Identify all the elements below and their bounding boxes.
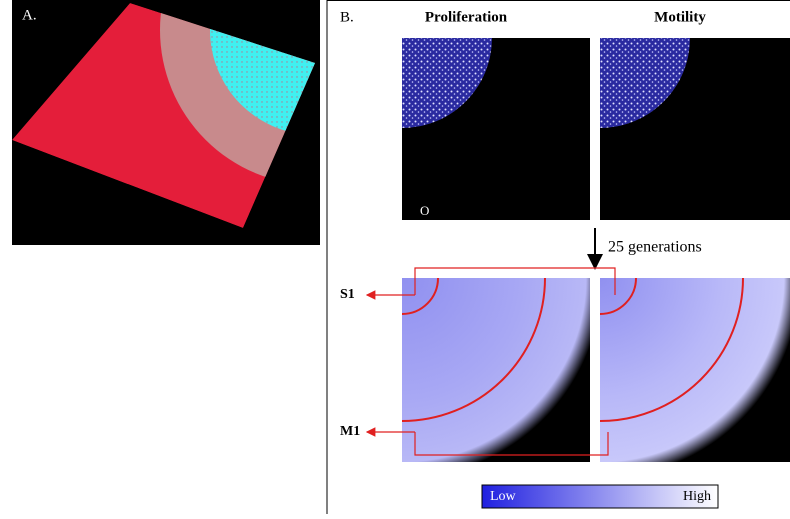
figure: A. B. Proliferation Motility O 25 genera… bbox=[0, 0, 790, 514]
panel-label: A. bbox=[22, 7, 37, 23]
colorbar-label: Low bbox=[490, 489, 517, 504]
panel-label: B. bbox=[340, 9, 354, 25]
column-title: Proliferation bbox=[425, 9, 508, 25]
transition-label: 25 generations bbox=[608, 239, 702, 256]
region-label: M1 bbox=[340, 424, 360, 439]
column-title: Motility bbox=[654, 9, 706, 25]
origin-label: O bbox=[420, 203, 429, 218]
colorbar-label: High bbox=[683, 489, 711, 504]
region-label: S1 bbox=[340, 287, 355, 302]
page: {"panel_a": {"label": "A."}, "panel_b": … bbox=[0, 0, 790, 514]
